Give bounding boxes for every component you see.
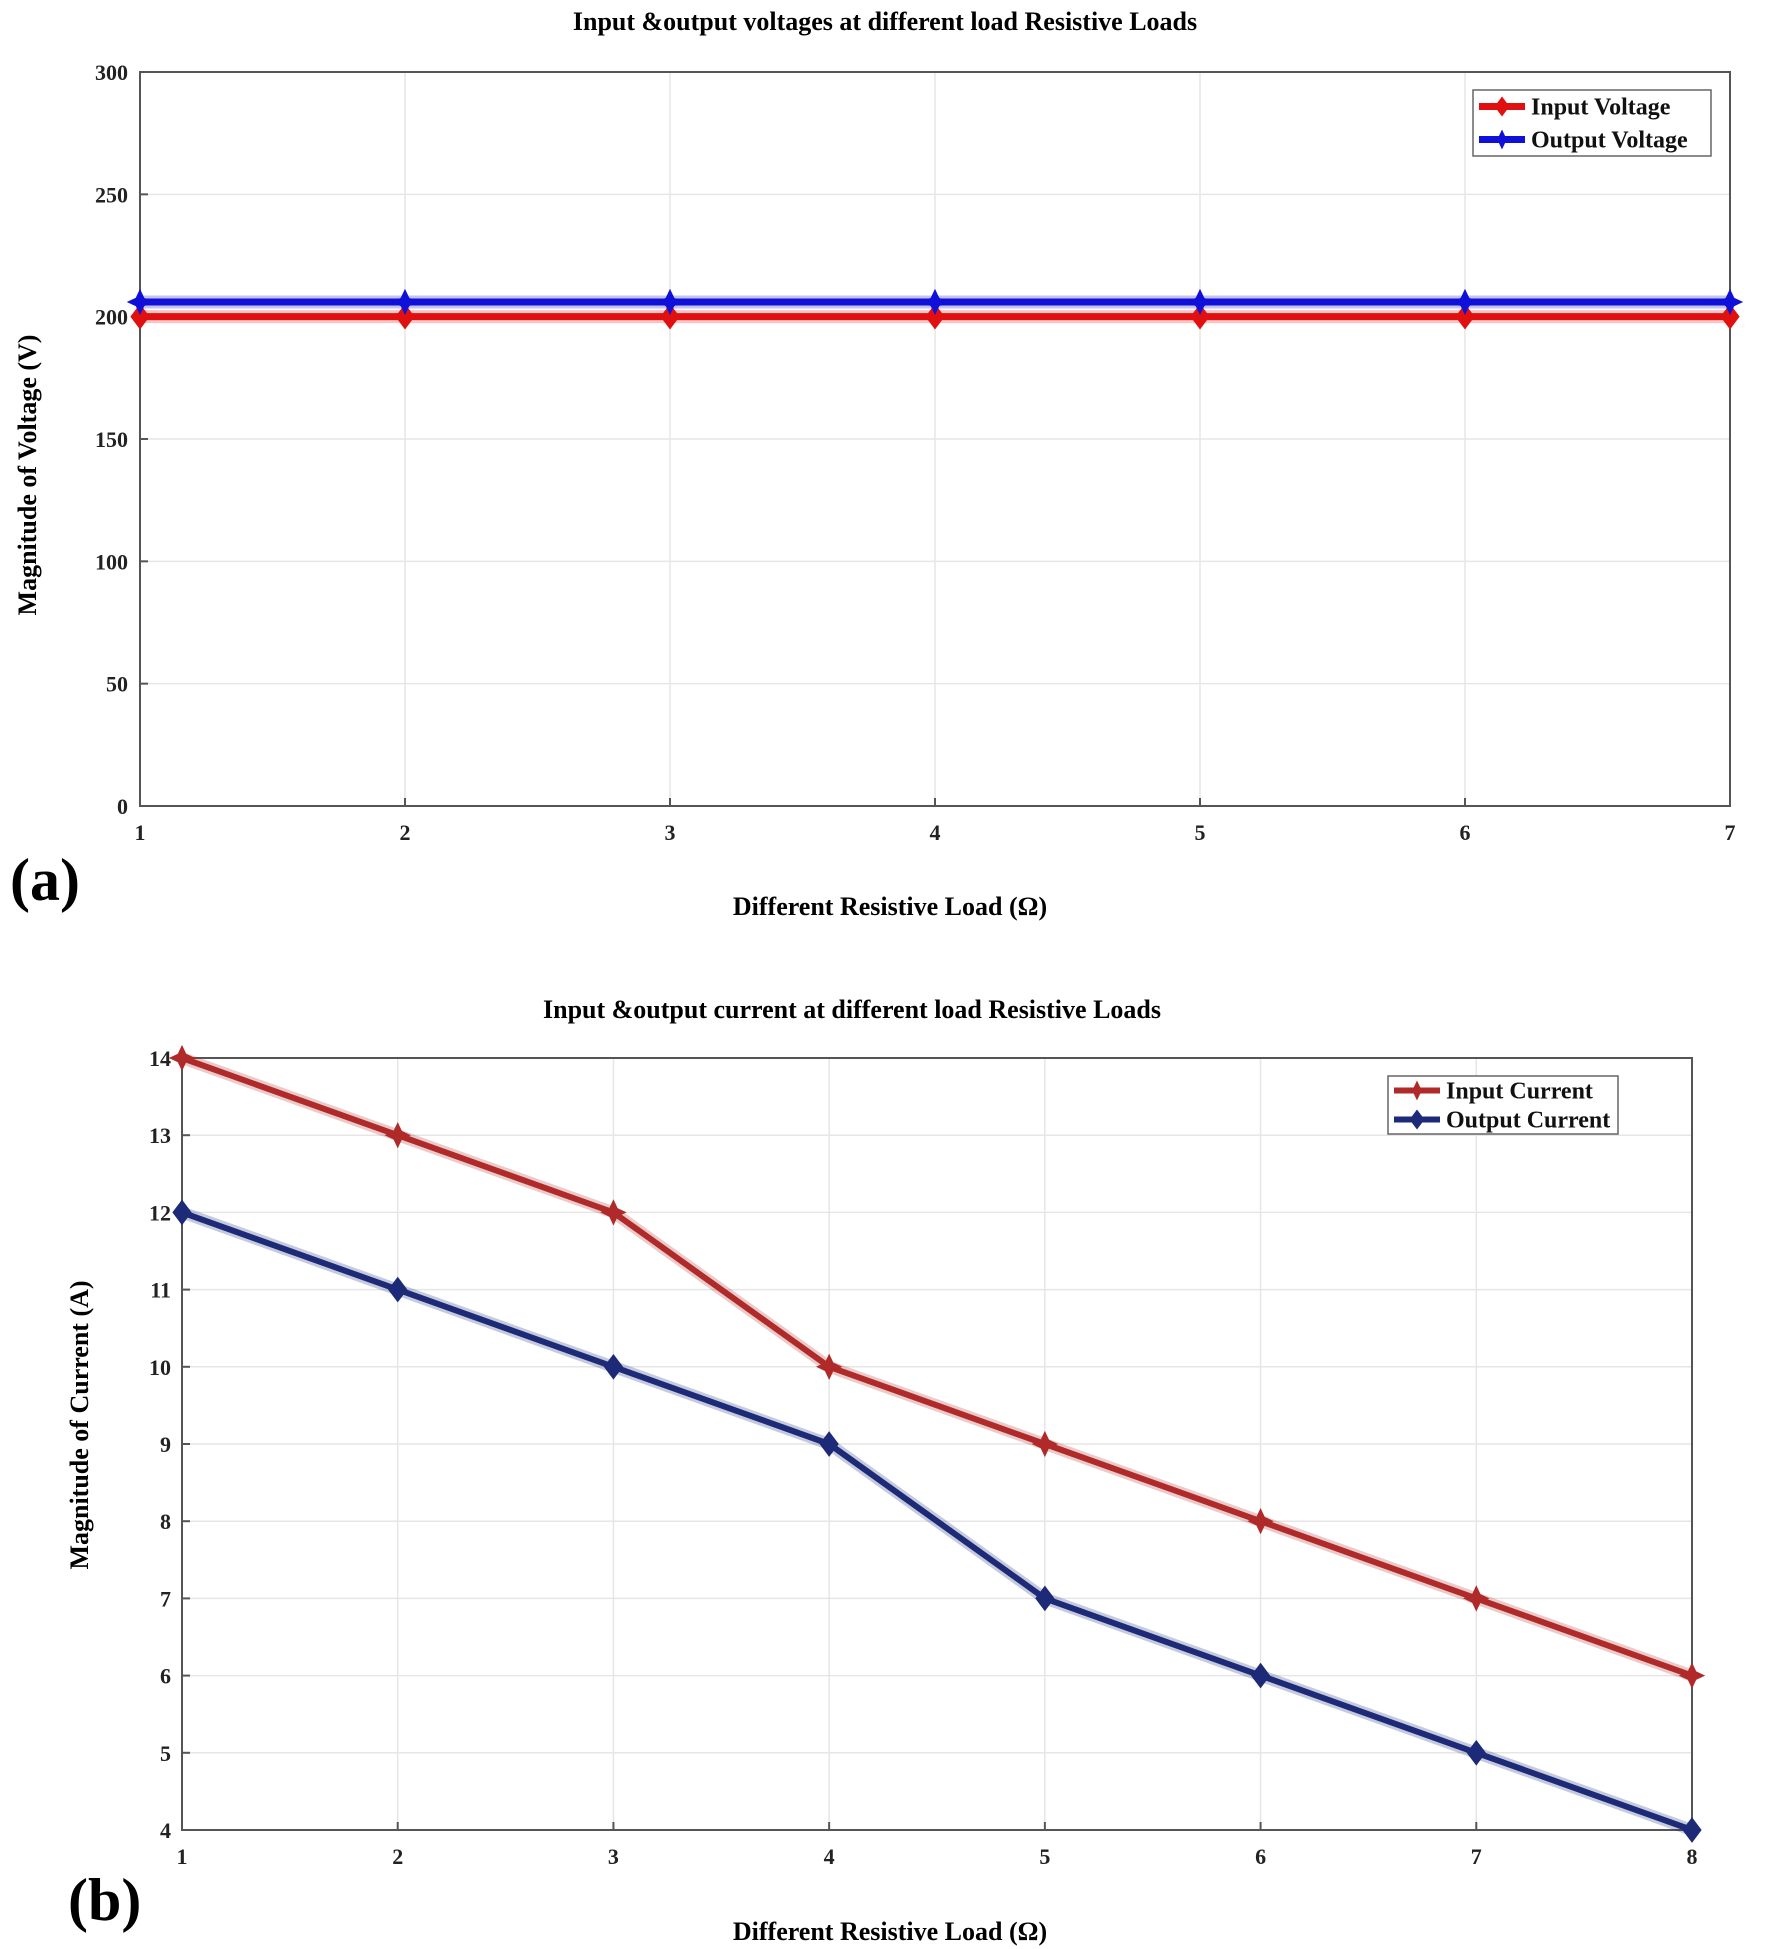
current-y-tick-label: 7 (160, 1586, 171, 1611)
output-current-point (819, 1431, 839, 1457)
voltage-x-tick-label: 2 (400, 820, 411, 845)
input-voltage-point (130, 303, 150, 330)
current-y-tick-label: 6 (160, 1664, 171, 1689)
voltage-x-tick-label: 1 (135, 820, 146, 845)
current-legend-box (1387, 1075, 1619, 1135)
voltage-x-tick-label: 4 (930, 820, 941, 845)
voltage-legend-box (1472, 89, 1712, 157)
current-x-tick-label: 7 (1471, 1844, 1482, 1869)
current-x-tick-label: 5 (1039, 1844, 1050, 1869)
current-y-tick-label: 8 (160, 1509, 171, 1534)
input-voltage-point (1455, 303, 1475, 330)
current-y-tick-label: 5 (160, 1741, 171, 1766)
output-current-point (388, 1276, 408, 1303)
current-chart-xlabel: Different Resistive Load (Ω) (733, 1917, 1047, 1946)
output-current-point (603, 1353, 624, 1380)
current-y-tick-label: 11 (150, 1278, 171, 1303)
current-chart-ylabel: Magnitude of Current (A) (65, 1280, 94, 1569)
input-voltage-point (660, 303, 680, 330)
current-x-tick-label: 2 (392, 1844, 403, 1869)
voltage-x-tick-label: 3 (665, 820, 676, 845)
voltage-x-tick-label: 7 (1725, 820, 1736, 845)
voltage-y-tick-label: 300 (95, 60, 128, 85)
current-y-tick-label: 9 (160, 1432, 171, 1457)
input-current-point (1463, 1585, 1490, 1612)
voltage-y-tick-label: 100 (95, 549, 128, 574)
current-y-tick-label: 12 (149, 1200, 171, 1225)
input-voltage-point (925, 303, 945, 330)
input-current-point (600, 1199, 627, 1226)
output-current-point (1035, 1585, 1055, 1612)
output-voltage-point (656, 288, 684, 316)
input-current-line (180, 1055, 1694, 1679)
output-voltage-point (1716, 288, 1744, 316)
voltage-y-tick-label: 50 (106, 672, 128, 697)
voltage-y-tick-label: 0 (117, 794, 128, 819)
input-voltage-point (1190, 303, 1210, 330)
voltage-chart-title: Input &output voltages at different load… (573, 7, 1197, 36)
current-y-tick-label: 10 (149, 1355, 171, 1380)
input-current-legend-marker (1407, 1080, 1427, 1101)
current-chart-title: Input &output current at different load … (543, 995, 1161, 1024)
output-voltage-point (921, 288, 949, 316)
panel-label-a: (a) (10, 847, 80, 913)
voltage-chart-xlabel: Different Resistive Load (Ω) (733, 892, 1047, 921)
current-chart: Input &output current at different load … (65, 995, 1706, 1946)
current-x-tick-label: 6 (1255, 1844, 1266, 1869)
voltage-y-tick-label: 200 (95, 305, 128, 330)
input-current-point (1031, 1430, 1059, 1458)
output-current-point (172, 1199, 192, 1226)
input-current-point (168, 1044, 196, 1072)
input-voltage-point (1720, 303, 1740, 330)
current-x-tick-label: 1 (177, 1844, 188, 1869)
output-voltage-point (1186, 288, 1214, 316)
input-voltage-legend-marker (1494, 96, 1510, 117)
voltage-x-tick-label: 6 (1460, 820, 1471, 845)
input-current-point (815, 1353, 843, 1380)
input-current-point (1678, 1662, 1706, 1689)
current-y-tick-label: 13 (149, 1123, 171, 1148)
current-y-tick-label: 14 (149, 1046, 171, 1071)
output-voltage-legend-marker (1492, 129, 1512, 150)
output-voltage-point (126, 288, 154, 316)
input-voltage-point (395, 303, 415, 330)
output-current-line (180, 1209, 1694, 1833)
output-current-legend-label: Output Current (1446, 1108, 1610, 1134)
voltage-y-tick-label: 150 (95, 427, 128, 452)
voltage-chart: Input &output voltages at different load… (10, 7, 1744, 921)
voltage-y-tick-label: 250 (95, 182, 128, 207)
output-voltage-point (391, 288, 419, 316)
input-current-point (1247, 1508, 1274, 1535)
voltage-chart-ylabel: Magnitude of Voltage (V) (13, 335, 42, 616)
current-x-tick-label: 8 (1687, 1844, 1698, 1869)
output-voltage-point (1451, 288, 1479, 316)
current-x-tick-label: 4 (824, 1844, 835, 1869)
input-current-legend-label: Input Current (1446, 1079, 1593, 1105)
voltage-x-tick-label: 5 (1195, 820, 1206, 845)
output-current-point (1682, 1817, 1702, 1843)
panel-label-b: (b) (68, 1867, 141, 1933)
current-y-tick-label: 4 (160, 1818, 171, 1843)
output-current-point (1250, 1662, 1271, 1689)
output-current-legend-marker (1409, 1109, 1425, 1130)
current-x-tick-label: 3 (608, 1844, 619, 1869)
output-voltage-legend-label: Output Voltage (1531, 128, 1688, 154)
output-current-point (1466, 1739, 1486, 1766)
input-voltage-legend-label: Input Voltage (1531, 95, 1671, 121)
input-current-point (384, 1122, 411, 1149)
